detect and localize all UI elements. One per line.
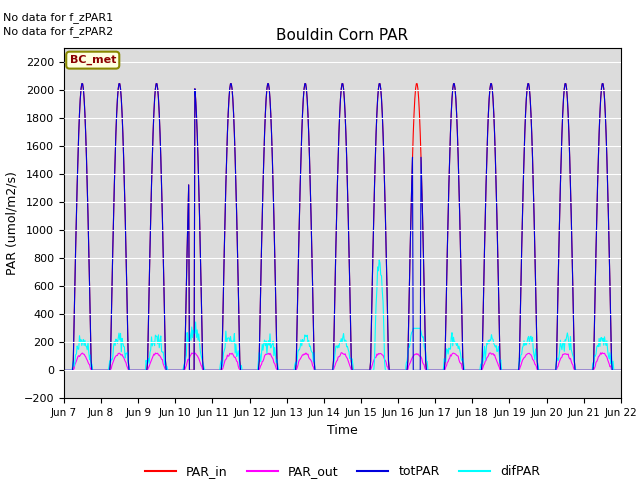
- Text: No data for f_zPAR2: No data for f_zPAR2: [3, 26, 113, 37]
- PAR_out: [214, 368, 221, 373]
- PAR_in: [411, 96, 419, 102]
- totPAR: [411, 368, 419, 373]
- difPAR: [617, 368, 625, 373]
- PAR_in: [214, 368, 222, 373]
- X-axis label: Time: Time: [327, 424, 358, 437]
- totPAR: [78, 81, 86, 86]
- difPAR: [70, 363, 78, 369]
- PAR_in: [128, 368, 136, 373]
- PAR_out: [428, 368, 435, 373]
- PAR_out: [411, 351, 419, 357]
- totPAR: [214, 368, 222, 373]
- difPAR: [60, 368, 68, 373]
- Line: PAR_in: PAR_in: [64, 84, 621, 371]
- Text: No data for f_zPAR1: No data for f_zPAR1: [3, 12, 113, 23]
- PAR_in: [70, 320, 78, 325]
- PAR_out: [60, 368, 68, 373]
- PAR_in: [60, 368, 68, 373]
- totPAR: [60, 368, 68, 373]
- PAR_in: [617, 368, 625, 373]
- Line: PAR_out: PAR_out: [64, 353, 621, 371]
- difPAR: [428, 368, 435, 373]
- Y-axis label: PAR (umol/m2/s): PAR (umol/m2/s): [5, 171, 18, 275]
- PAR_in: [78, 81, 86, 86]
- totPAR: [185, 182, 193, 188]
- totPAR: [617, 368, 625, 373]
- PAR_out: [127, 368, 135, 373]
- Line: difPAR: difPAR: [64, 260, 621, 371]
- difPAR: [411, 325, 419, 331]
- difPAR: [214, 368, 221, 373]
- PAR_out: [617, 368, 625, 373]
- PAR_out: [70, 366, 78, 372]
- totPAR: [128, 368, 136, 373]
- PAR_in: [428, 368, 435, 373]
- Legend: PAR_in, PAR_out, totPAR, difPAR: PAR_in, PAR_out, totPAR, difPAR: [140, 460, 545, 480]
- PAR_out: [337, 350, 345, 356]
- totPAR: [70, 320, 78, 325]
- PAR_in: [185, 182, 193, 188]
- Line: totPAR: totPAR: [64, 84, 621, 371]
- Text: BC_met: BC_met: [70, 55, 116, 65]
- difPAR: [375, 257, 383, 263]
- PAR_out: [184, 357, 192, 362]
- difPAR: [127, 368, 135, 373]
- totPAR: [428, 368, 435, 373]
- Title: Bouldin Corn PAR: Bouldin Corn PAR: [276, 28, 408, 43]
- difPAR: [184, 338, 192, 344]
